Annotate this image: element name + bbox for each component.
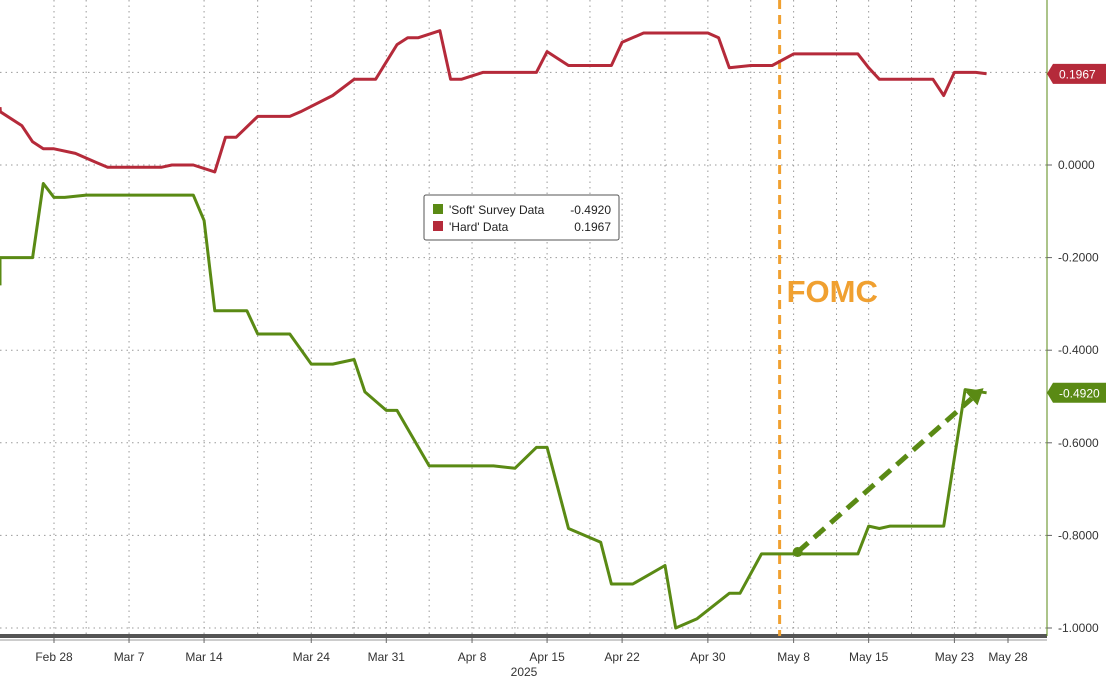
- legend-value-hard-data: 0.1967: [574, 220, 611, 234]
- fomc-annotation-layer: FOMC: [778, 0, 878, 636]
- trend-arrow-head: [965, 388, 984, 406]
- y-tick-label-0-8000: -0.8000: [1058, 528, 1099, 542]
- x-tick-label-apr-30: Apr 30: [690, 650, 726, 664]
- x-tick-label-apr-15: Apr 15: [529, 650, 565, 664]
- fomc-label: FOMC: [787, 274, 878, 309]
- x-tick-label-mar-7: Mar 7: [114, 650, 145, 664]
- x-tick-label-feb-28: Feb 28: [35, 650, 73, 664]
- y-tick-label-1-0000: -1.0000: [1058, 621, 1099, 635]
- trend-arrow-layer: [792, 388, 984, 558]
- legend: 'Soft' Survey Data -0.4920 'Hard' Data 0.19…: [423, 194, 620, 241]
- x-tick-label-may-28: May 28: [988, 650, 1028, 664]
- x-tick-label-may-8: May 8: [777, 650, 810, 664]
- legend-label-soft-survey-data: 'Soft' Survey Data: [449, 203, 545, 217]
- legend-label-hard-data: 'Hard' Data: [449, 220, 509, 234]
- series-line-hard-data: [0, 29, 987, 174]
- trend-arrow-shaft: [795, 396, 974, 554]
- legend-value-soft-survey-data: -0.4920: [570, 203, 611, 217]
- last-value-text-soft-survey-data: -0.4920: [1059, 386, 1100, 400]
- last-value-tags: -0.4920 0.1967: [1047, 63, 1106, 403]
- x-axis-ticks: Feb 28 Mar 7 Mar 14 Mar 24 Mar 31 Apr 8 Apr 15…: [35, 638, 1028, 664]
- x-tick-label-mar-24: Mar 24: [293, 650, 331, 664]
- x-tick-label-may-23: May 23: [935, 650, 975, 664]
- x-tick-label-mar-14: Mar 14: [185, 650, 223, 664]
- last-value-text-hard-data: 0.1967: [1059, 67, 1096, 81]
- plot-bottom-bar: [0, 634, 1047, 638]
- legend-box: [423, 194, 620, 241]
- last-value-tag-hard-data: 0.1967: [1047, 63, 1106, 84]
- plot-bottom-border: [0, 634, 1047, 641]
- x-tick-label-apr-22: Apr 22: [604, 650, 640, 664]
- legend-swatch-soft-survey-data: [433, 204, 443, 214]
- y-tick-label-0-4000: -0.4000: [1058, 343, 1099, 357]
- y-tick-label-0-6000: -0.6000: [1058, 436, 1099, 450]
- x-tick-label-mar-31: Mar 31: [368, 650, 406, 664]
- x-tick-label-apr-8: Apr 8: [458, 650, 487, 664]
- legend-swatch-hard-data: [433, 221, 443, 231]
- x-tick-label-may-15: May 15: [849, 650, 889, 664]
- y-axis-ticks: 0.0000 -0.2000 -0.4000 -0.6000 -0.8000 -1.000…: [1047, 158, 1099, 635]
- last-value-tag-soft-survey-data: -0.4920: [1047, 382, 1106, 403]
- y-tick-label-0-0000: 0.0000: [1058, 158, 1095, 172]
- y-tick-label-0-2000: -0.2000: [1058, 251, 1099, 265]
- x-axis-label: 2025: [511, 665, 538, 679]
